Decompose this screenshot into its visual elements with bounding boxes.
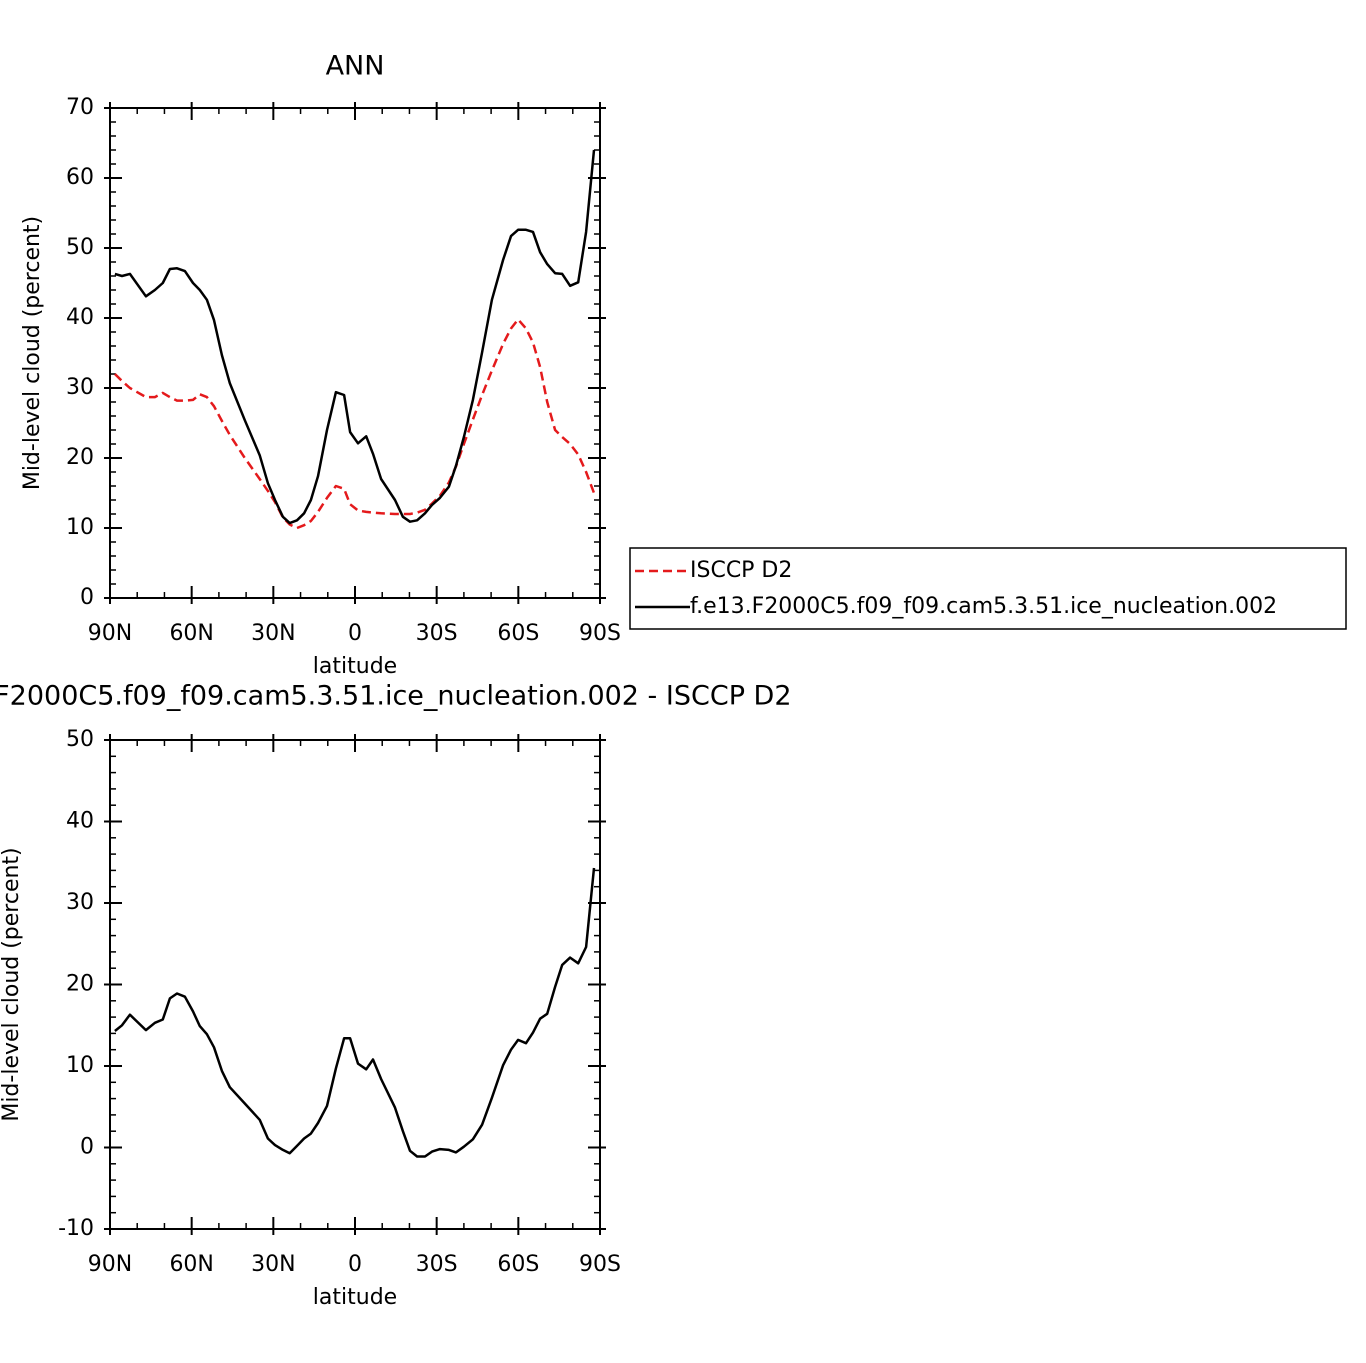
legend-label: ISCCP D2 [690,558,792,583]
data-line [114,867,596,1158]
x-tick-label: 90S [579,1252,621,1277]
x-tick-label: 30S [416,621,458,646]
y-tick-label: 0 [80,585,94,610]
x-tick-label: 0 [348,1252,362,1277]
x-tick-label: 30S [416,1252,458,1277]
y-tick-label: 0 [80,1135,94,1160]
y-tick-label: 20 [66,972,94,997]
legend-label: f.e13.F2000C5.f09_f09.cam5.3.51.ice_nucl… [690,594,1277,619]
y-tick-label: -10 [58,1216,94,1241]
x-tick-label: 90N [88,621,132,646]
y-axis-label: Mid-level cloud (percent) [0,847,24,1121]
plot-frame [109,107,601,599]
y-tick-label: 20 [66,445,94,470]
data-line [114,149,596,525]
legend-box [629,547,1347,630]
y-tick-label: 50 [66,235,94,260]
x-tick-label: 0 [348,621,362,646]
y-tick-label: 30 [66,375,94,400]
data-line [114,318,596,530]
x-tick-label: 60S [497,1252,539,1277]
y-tick-label: 10 [66,515,94,540]
x-tick-label: 90N [88,1252,132,1277]
y-tick-label: 40 [66,305,94,330]
x-axis-label: latitude [313,1285,397,1310]
x-tick-label: 90S [579,621,621,646]
x-tick-label: 60S [497,621,539,646]
x-tick-label: 60N [169,621,213,646]
y-tick-label: 50 [66,727,94,752]
x-tick-label: 30N [251,621,295,646]
chart-title: f.e13.F2000C5.f09_f09.cam5.3.51.ice_nucl… [0,681,792,712]
y-tick-label: 30 [66,890,94,915]
x-tick-label: 60N [169,1252,213,1277]
x-tick-label: 30N [251,1252,295,1277]
x-axis-label: latitude [313,654,397,679]
y-tick-label: 70 [66,95,94,120]
y-tick-label: 60 [66,165,94,190]
chart-title: ANN [326,51,385,82]
y-tick-label: 40 [66,809,94,834]
y-tick-label: 10 [66,1053,94,1078]
y-axis-label: Mid-level cloud (percent) [20,216,45,490]
plot-frame [109,739,601,1230]
